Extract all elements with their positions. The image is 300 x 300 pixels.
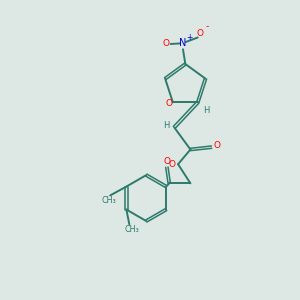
Text: N: N: [179, 38, 187, 48]
Text: H: H: [203, 106, 209, 115]
Text: O: O: [164, 158, 170, 166]
Text: O: O: [169, 160, 176, 169]
Text: O: O: [196, 28, 204, 38]
Text: H: H: [163, 122, 169, 130]
Text: O: O: [213, 142, 220, 151]
Text: CH₃: CH₃: [101, 196, 116, 205]
Text: -: -: [206, 22, 209, 31]
Text: O: O: [163, 39, 170, 48]
Text: CH₃: CH₃: [125, 225, 140, 234]
Text: O: O: [166, 99, 172, 108]
Text: +: +: [186, 33, 193, 42]
